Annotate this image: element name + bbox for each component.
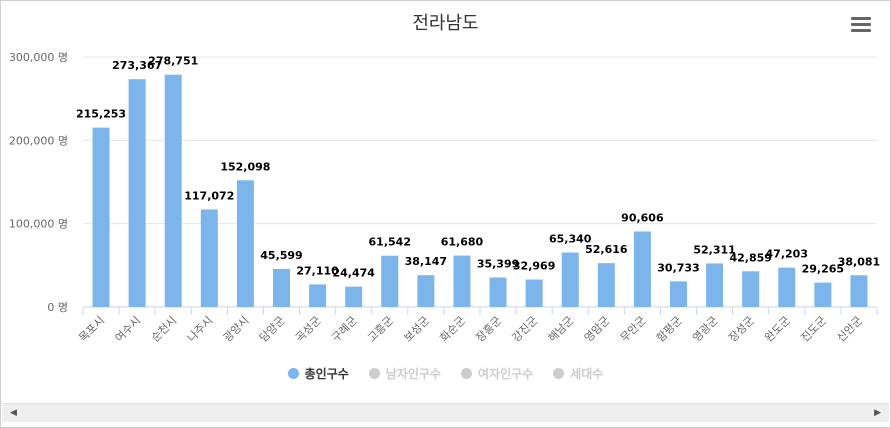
x-tick-label: 신안군: [834, 314, 865, 345]
bar: [706, 263, 724, 307]
x-tick-label: 고흥군: [365, 313, 396, 344]
data-label: 278,751: [148, 55, 198, 68]
legend-item[interactable]: 세대수: [553, 365, 603, 382]
y-tick-label: 100,000 명: [9, 218, 68, 231]
bar: [778, 267, 796, 307]
data-label: 52,616: [585, 243, 628, 256]
x-tick-label: 완도군: [762, 314, 793, 345]
data-label: 35,399: [477, 258, 519, 271]
bar: [381, 255, 399, 307]
bar: [633, 231, 651, 307]
x-tick-label: 영암군: [582, 314, 613, 345]
data-label: 42,859: [729, 251, 771, 264]
bar: [489, 277, 507, 307]
bar: [850, 275, 868, 307]
scroll-right-arrow-icon[interactable]: ▶: [874, 408, 881, 418]
data-label: 215,253: [76, 108, 126, 121]
bar: [597, 263, 615, 307]
hamburger-menu-icon[interactable]: [851, 17, 871, 33]
data-label: 32,969: [513, 260, 555, 273]
x-tick-label: 목포시: [76, 314, 107, 345]
x-tick-label: 함평군: [654, 314, 685, 345]
bar: [345, 286, 363, 307]
chart-legend: 총인구수 남자인구수 여자인구수 세대수: [1, 365, 890, 382]
data-label: 61,542: [369, 236, 411, 249]
bar: [561, 252, 579, 307]
x-tick-label: 보성군: [401, 314, 432, 345]
legend-item[interactable]: 총인구수: [287, 365, 349, 382]
bar: [92, 127, 110, 307]
data-label: 45,599: [260, 249, 302, 262]
data-label: 47,203: [766, 248, 808, 261]
data-label: 27,110: [296, 264, 339, 277]
data-label: 152,098: [220, 160, 270, 173]
x-tick-label: 광양시: [221, 314, 252, 345]
data-label: 61,680: [441, 236, 484, 249]
bar: [417, 275, 435, 307]
legend-dot-icon: [553, 368, 565, 379]
data-label: 29,265: [802, 263, 844, 276]
data-label: 273,367: [112, 59, 162, 72]
data-label: 38,147: [405, 255, 447, 268]
legend-item[interactable]: 여자인구수: [461, 365, 533, 382]
bar: [128, 79, 146, 307]
data-label: 24,474: [332, 267, 375, 280]
data-label: 65,340: [549, 233, 592, 246]
bar: [200, 209, 218, 307]
bar: [164, 74, 182, 308]
bar: [742, 271, 760, 307]
legend-label: 총인구수: [304, 367, 349, 381]
x-tick-label: 무안군: [618, 314, 649, 345]
data-label: 52,311: [693, 243, 735, 256]
legend-dot-icon: [287, 368, 299, 379]
x-tick-label: 곡성군: [293, 314, 324, 345]
bar-chart: 0 명 100,000 명 200,000 명 300,000 명 215,253 목포시…: [9, 51, 880, 345]
bar: [814, 282, 832, 307]
bar: [670, 281, 687, 307]
scroll-left-arrow-icon[interactable]: ◀: [10, 408, 17, 418]
bar: [453, 255, 471, 307]
data-label: 117,072: [184, 189, 234, 202]
y-tick-label: 200,000 명: [9, 134, 68, 147]
x-tick-label: 강진군: [510, 314, 541, 345]
legend-label: 여자인구수: [478, 367, 534, 381]
bar: [236, 180, 254, 307]
legend-dot-icon: [368, 368, 380, 379]
x-tick-label: 장흥군: [473, 313, 504, 344]
data-label: 90,606: [621, 211, 664, 224]
x-tick-label: 진도군: [798, 314, 829, 345]
legend-dot-icon: [461, 368, 473, 379]
chart-title: 전라남도: [412, 13, 479, 34]
x-tick-label: 장성군: [726, 314, 757, 345]
bar: [273, 269, 290, 307]
bar: [525, 279, 543, 307]
horizontal-scrollbar[interactable]: ◀ ▶: [2, 403, 889, 422]
legend-label: 세대수: [570, 367, 604, 381]
data-label: 30,733: [657, 261, 699, 274]
y-tick-label: 300,000 명: [9, 51, 68, 64]
legend-label: 남자인구수: [385, 367, 442, 381]
bar: [309, 284, 327, 307]
x-tick-label: 영광군: [690, 314, 721, 345]
x-tick-label: 나주시: [185, 314, 216, 345]
legend-item[interactable]: 남자인구수: [368, 365, 442, 382]
x-tick-label: 해남군: [545, 313, 576, 344]
x-tick-label: 순천시: [148, 313, 179, 344]
x-tick-label: 여수시: [113, 314, 144, 345]
x-tick-label: 화순군: [437, 314, 468, 345]
x-tick-label: 구례군: [329, 314, 360, 345]
x-tick-label: 담양군: [257, 314, 288, 345]
y-tick-label: 0 명: [47, 301, 68, 314]
data-label: 38,081: [838, 255, 880, 268]
